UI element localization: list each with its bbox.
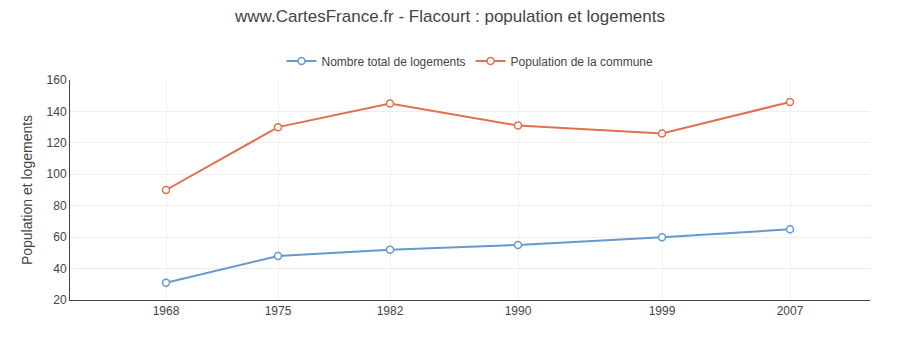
svg-text:160: 160 xyxy=(47,73,67,87)
svg-text:1999: 1999 xyxy=(649,304,676,318)
svg-text:1968: 1968 xyxy=(153,304,180,318)
svg-text:140: 140 xyxy=(47,105,67,119)
svg-text:Population de la commune: Population de la commune xyxy=(511,55,653,69)
svg-text:1982: 1982 xyxy=(377,304,404,318)
svg-text:Population et logements: Population et logements xyxy=(19,115,35,265)
svg-text:www.CartesFrance.fr - Flacourt: www.CartesFrance.fr - Flacourt : populat… xyxy=(234,7,665,26)
svg-text:120: 120 xyxy=(47,136,67,150)
svg-text:20: 20 xyxy=(53,293,67,307)
svg-text:60: 60 xyxy=(53,230,67,244)
svg-text:80: 80 xyxy=(53,199,67,213)
svg-text:40: 40 xyxy=(53,262,67,276)
svg-text:1990: 1990 xyxy=(505,304,532,318)
svg-text:Nombre total de logements: Nombre total de logements xyxy=(322,55,466,69)
svg-text:2007: 2007 xyxy=(777,304,804,318)
svg-text:1975: 1975 xyxy=(265,304,292,318)
svg-text:100: 100 xyxy=(47,167,67,181)
